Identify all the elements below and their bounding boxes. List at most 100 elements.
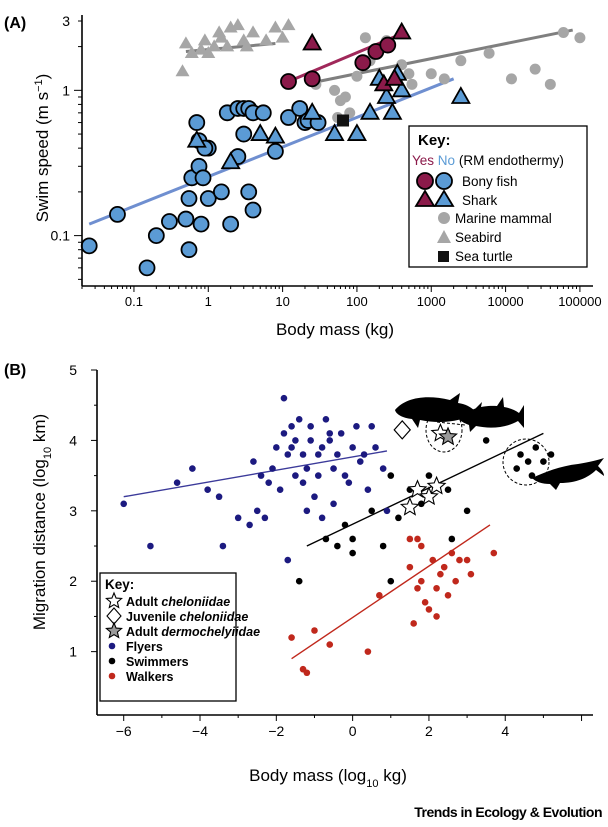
point-adult-cheloniidae xyxy=(426,475,447,495)
point-flyers xyxy=(288,444,295,451)
point-flyers xyxy=(292,437,299,444)
point-shark-ectotherm xyxy=(359,102,381,120)
point-walkers xyxy=(425,606,433,613)
point-swimmers xyxy=(528,472,536,479)
point-seabird xyxy=(178,36,193,49)
point-flyers xyxy=(299,479,307,486)
key-adult-cheloniidae-marker xyxy=(105,591,123,609)
point-flyers xyxy=(265,479,272,486)
point-flyers xyxy=(341,472,349,479)
point-bony-fish-ectotherm xyxy=(180,190,198,207)
panel-a-x-tick-label: 10000 xyxy=(488,294,524,309)
point-swimmers xyxy=(524,458,532,465)
panel-b-x-tick-label: 4 xyxy=(501,723,509,739)
point-bony-fish-ectotherm xyxy=(161,213,178,230)
panel-a-key-box xyxy=(408,125,588,268)
point-flyers xyxy=(250,458,257,465)
point-flyers xyxy=(311,493,318,501)
key-sea-turtle-marker xyxy=(438,251,449,262)
panel-b-y-tick-label: 5 xyxy=(69,362,77,378)
point-walkers xyxy=(303,669,311,677)
point-sea-turtle xyxy=(337,114,350,127)
point-juvenile-cheloniidae xyxy=(393,419,412,440)
point-shark-ectotherm xyxy=(346,123,367,141)
point-flyers xyxy=(379,465,387,472)
point-walkers xyxy=(406,535,414,543)
key-label-seabird: Seabird xyxy=(455,230,502,245)
point-walkers xyxy=(410,620,417,627)
point-flyers xyxy=(246,521,253,529)
whale-silhouette-icon xyxy=(532,458,604,490)
point-bony-fish-ectotherm xyxy=(199,190,217,207)
point-flyers xyxy=(337,430,345,437)
point-walkers xyxy=(433,584,440,592)
panel-b-key-box xyxy=(99,572,237,702)
point-swimmers xyxy=(349,549,356,557)
point-bony-fish-ectotherm xyxy=(109,205,126,223)
point-bony-fish-ectotherm xyxy=(188,114,206,131)
point-flyers xyxy=(284,556,292,564)
panel-a-x-tick-label: 1000 xyxy=(417,294,446,309)
point-marine-mammal xyxy=(438,73,450,85)
point-flyers xyxy=(383,507,391,515)
point-shark-endotherm xyxy=(302,32,323,51)
point-swimmers xyxy=(395,514,402,522)
point-flyers xyxy=(288,423,295,430)
panel-a-label: (A) xyxy=(4,15,26,32)
key-label-adult-dermochelyiidae: Adult dermochelyiidae xyxy=(126,625,260,639)
point-seabird xyxy=(197,33,212,46)
whale-cluster-outline xyxy=(502,438,550,486)
panel-b-x-axis-label: Body mass (log10 kg) xyxy=(249,766,407,790)
panel-a-x-tick-label: 100000 xyxy=(558,294,601,309)
point-walkers xyxy=(490,549,498,557)
point-flyers xyxy=(280,394,288,402)
point-bony-fish-endotherm xyxy=(280,73,297,90)
point-walkers xyxy=(288,634,295,641)
key-shark-ectotherm-marker xyxy=(433,189,455,207)
point-adult-cheloniidae xyxy=(419,486,439,506)
point-marine-mammal xyxy=(455,55,467,67)
point-bony-fish-ectotherm xyxy=(280,109,297,126)
point-swimmers xyxy=(517,451,524,458)
point-swimmers xyxy=(334,542,341,550)
point-walkers xyxy=(364,648,372,655)
point-flyers xyxy=(330,500,337,508)
point-walkers xyxy=(414,535,421,543)
point-walkers xyxy=(452,577,459,585)
point-seabird xyxy=(259,33,274,46)
panel-a-x-tick-label: 0.1 xyxy=(125,294,143,309)
panel-b-x-tick-label: 2 xyxy=(425,723,433,739)
point-seabird xyxy=(268,20,283,33)
point-shark-ectotherm xyxy=(265,125,286,144)
point-marine-mammal xyxy=(505,73,517,85)
point-flyers xyxy=(257,472,265,479)
key-bony-fish-ectotherm-marker xyxy=(435,172,453,190)
point-swimmers xyxy=(341,521,349,529)
point-walkers xyxy=(326,641,334,648)
point-swimmers xyxy=(425,472,433,479)
point-shark-ectotherm xyxy=(382,102,403,120)
key-rm-endothermy: (RM endothermy) xyxy=(459,153,564,168)
point-flyers xyxy=(189,465,196,472)
point-swimmers xyxy=(368,507,376,515)
panel-b-x-tick-label: −6 xyxy=(116,723,132,739)
key-shark-endotherm-marker xyxy=(414,189,436,207)
key-label-sea-turtle: Sea turtle xyxy=(455,249,513,264)
point-seabird xyxy=(275,30,290,43)
point-flyers xyxy=(314,451,322,458)
point-swimmers xyxy=(482,437,490,444)
point-bony-fish-ectotherm xyxy=(291,100,309,117)
panel-a-x-tick-label: 100 xyxy=(346,294,368,309)
point-swimmers xyxy=(379,542,387,550)
point-flyers xyxy=(356,458,364,465)
point-walkers xyxy=(421,599,429,606)
point-shark-ectotherm xyxy=(376,86,397,104)
point-flyers xyxy=(303,465,311,472)
point-flyers xyxy=(269,465,276,472)
point-bony-fish-ectotherm xyxy=(177,210,195,228)
point-adult-cheloniidae xyxy=(407,479,428,499)
panel-b-y-axis-label: Migration distance (log10 km) xyxy=(30,414,54,630)
point-walkers xyxy=(414,584,421,592)
point-swimmers xyxy=(387,472,395,479)
